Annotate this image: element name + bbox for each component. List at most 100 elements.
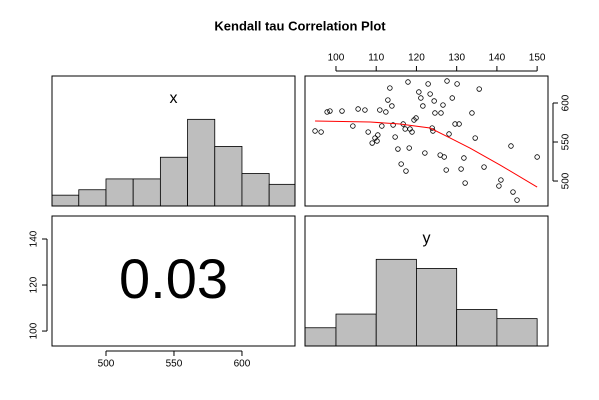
point bbox=[390, 122, 396, 128]
y-tick-label: 140 bbox=[29, 230, 40, 247]
x-tick-label: 150 bbox=[529, 53, 546, 64]
point bbox=[406, 145, 412, 151]
point bbox=[441, 154, 447, 160]
point bbox=[392, 134, 398, 140]
panel-frame bbox=[304, 75, 549, 207]
point bbox=[449, 95, 455, 101]
point bbox=[510, 189, 516, 195]
point bbox=[355, 106, 361, 112]
bar bbox=[159, 156, 188, 206]
point bbox=[431, 98, 437, 104]
panel-frame bbox=[51, 75, 296, 207]
point bbox=[427, 91, 433, 97]
point bbox=[462, 180, 468, 186]
panel bbox=[52, 118, 295, 206]
bar bbox=[496, 318, 538, 346]
x-tick-label: 120 bbox=[408, 53, 425, 64]
point bbox=[438, 110, 444, 116]
x-tick-label: 500 bbox=[98, 359, 115, 370]
bar bbox=[105, 178, 134, 206]
bar bbox=[214, 146, 243, 206]
point bbox=[369, 140, 375, 146]
chart-title: Kendall tau Correlation Plot bbox=[214, 18, 386, 33]
y-tick-label: 100 bbox=[29, 322, 40, 339]
correlation-value: 0.03 bbox=[119, 247, 228, 310]
point bbox=[432, 110, 438, 116]
x-tick-label: 100 bbox=[328, 53, 345, 64]
point bbox=[383, 109, 389, 115]
point bbox=[481, 164, 487, 170]
point bbox=[324, 109, 330, 115]
x-tick-label: 550 bbox=[166, 359, 183, 370]
point bbox=[312, 128, 318, 134]
point bbox=[508, 143, 514, 149]
point bbox=[413, 115, 419, 121]
point bbox=[387, 85, 393, 91]
point bbox=[514, 197, 520, 203]
point bbox=[425, 81, 431, 87]
point bbox=[446, 131, 452, 137]
point bbox=[422, 150, 428, 156]
x-tick-label: 140 bbox=[489, 53, 506, 64]
point bbox=[339, 108, 345, 114]
point bbox=[405, 79, 411, 85]
bar bbox=[268, 183, 295, 206]
point bbox=[327, 108, 333, 114]
point bbox=[458, 166, 464, 172]
x-tick-label: 600 bbox=[234, 359, 251, 370]
bar bbox=[416, 268, 458, 346]
panel bbox=[305, 258, 538, 346]
point bbox=[385, 97, 391, 103]
point bbox=[395, 146, 401, 152]
point bbox=[472, 135, 478, 141]
y-tick-label: 120 bbox=[29, 276, 40, 293]
point bbox=[498, 177, 504, 183]
point bbox=[398, 161, 404, 167]
point bbox=[444, 78, 450, 84]
point bbox=[476, 86, 482, 92]
point bbox=[534, 154, 540, 160]
panel-label: y bbox=[423, 230, 431, 247]
bar bbox=[52, 194, 80, 206]
point bbox=[374, 138, 380, 144]
point bbox=[409, 129, 415, 135]
smooth-line bbox=[315, 120, 538, 188]
panel-frame bbox=[51, 215, 296, 347]
y-tick-label: 500 bbox=[561, 172, 572, 189]
x-tick-label: 110 bbox=[368, 53, 384, 64]
bar bbox=[375, 258, 417, 346]
point bbox=[456, 121, 462, 127]
y-tick-label: 600 bbox=[561, 94, 572, 111]
point bbox=[454, 81, 460, 87]
point bbox=[350, 123, 356, 129]
point bbox=[418, 95, 424, 101]
point bbox=[389, 103, 395, 109]
y-tick-label: 550 bbox=[561, 133, 572, 150]
point bbox=[469, 110, 475, 116]
panel bbox=[312, 78, 540, 203]
point bbox=[377, 107, 383, 113]
point bbox=[440, 102, 446, 108]
point bbox=[318, 129, 324, 135]
point bbox=[375, 132, 381, 138]
point bbox=[461, 155, 467, 161]
x-tick-label: 130 bbox=[448, 53, 465, 64]
point bbox=[452, 121, 458, 127]
bar bbox=[78, 189, 107, 206]
bar bbox=[241, 173, 270, 206]
bar bbox=[187, 118, 216, 206]
point bbox=[379, 123, 385, 129]
bar bbox=[456, 309, 498, 346]
panel-label: x bbox=[170, 90, 178, 107]
point bbox=[365, 129, 371, 135]
panel-frame bbox=[304, 215, 549, 347]
point bbox=[403, 168, 409, 174]
point bbox=[496, 183, 502, 189]
point bbox=[443, 167, 449, 173]
bar bbox=[132, 178, 161, 206]
point bbox=[416, 89, 422, 95]
point bbox=[362, 107, 368, 113]
bar bbox=[335, 313, 377, 346]
